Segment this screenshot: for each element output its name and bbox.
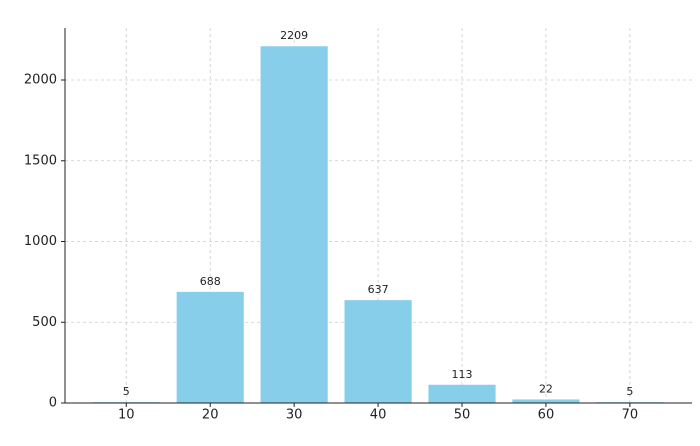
bar	[260, 46, 328, 403]
x-tick-label: 20	[202, 408, 219, 423]
x-tick-label: 60	[538, 408, 555, 423]
x-tick-label: 70	[622, 408, 639, 423]
value-label: 2209	[280, 29, 308, 42]
bar	[428, 384, 496, 403]
y-tick-label: 500	[32, 315, 57, 330]
value-label: 113	[452, 368, 473, 381]
value-label: 637	[368, 283, 389, 296]
x-tick-label: 50	[454, 408, 471, 423]
bar	[344, 300, 412, 403]
y-tick-label: 2000	[24, 73, 57, 88]
value-label: 688	[200, 275, 221, 288]
x-tick-label: 40	[370, 408, 387, 423]
x-tick-label: 30	[286, 408, 303, 423]
y-tick-label: 0	[49, 396, 57, 411]
value-label: 22	[539, 382, 553, 395]
y-tick-label: 1000	[24, 234, 57, 249]
bar	[176, 291, 244, 403]
y-tick-label: 1500	[24, 153, 57, 168]
x-tick-label: 10	[118, 408, 135, 423]
value-label: 5	[626, 385, 633, 398]
bar	[512, 399, 580, 403]
value-label: 5	[123, 385, 130, 398]
